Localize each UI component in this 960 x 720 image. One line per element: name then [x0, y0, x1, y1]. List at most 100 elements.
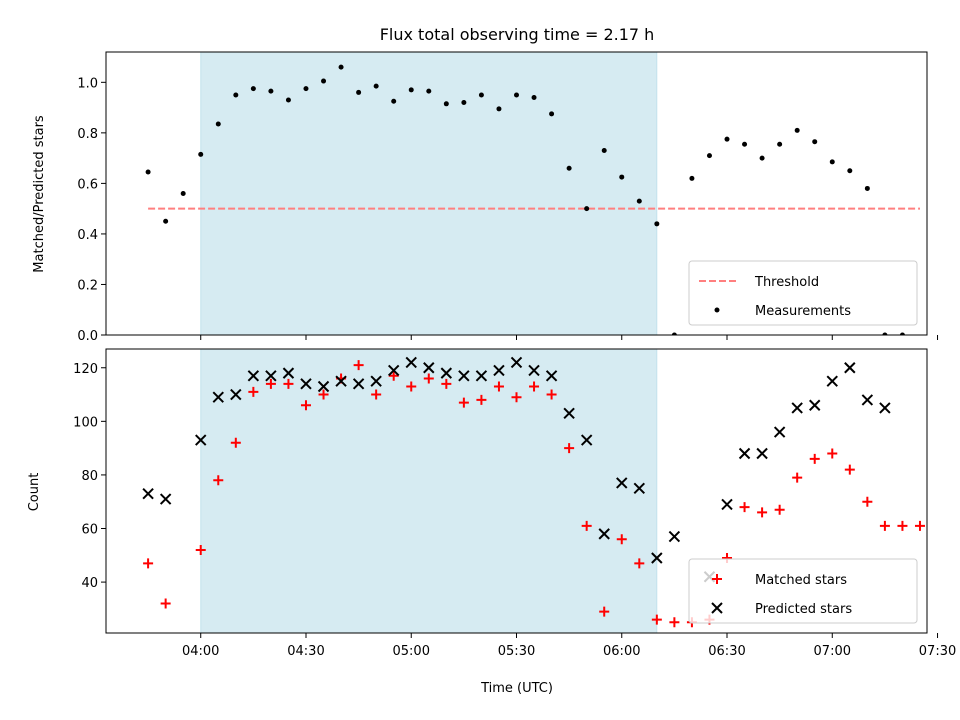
matched-stars-point	[914, 520, 925, 531]
x-tick-label: 04:30	[287, 644, 324, 659]
matched-stars-point	[897, 520, 908, 531]
predicted-stars-point	[773, 426, 786, 438]
measurement-point	[812, 139, 818, 145]
matched-stars-point	[371, 389, 382, 400]
measurement-point	[882, 332, 888, 335]
legend-measurement-swatch	[714, 307, 720, 313]
y-tick-label: 80	[81, 469, 98, 484]
count-panel: 40 60 80 100 120 04:00 04:30 05:00 05:30 06:00 06:…	[73, 348, 956, 659]
predicted-stars-point	[370, 375, 382, 387]
measurement-point	[777, 141, 783, 147]
y-tick-label: 0.4	[77, 228, 98, 243]
matched-stars-point	[862, 496, 873, 507]
y-tick-label: 120	[73, 362, 98, 377]
predicted-stars-point	[721, 498, 733, 511]
predicted-stars-point	[230, 388, 242, 401]
predicted-stars-point	[616, 477, 628, 489]
measurement-point	[215, 121, 221, 127]
measurement-point	[391, 98, 397, 104]
matched-stars-point	[388, 370, 399, 381]
y-tick-label: 100	[73, 415, 98, 430]
matched-stars-point	[353, 360, 364, 371]
measurement-point	[426, 88, 432, 94]
matched-stars-point	[248, 386, 259, 397]
predicted-stars-point	[738, 447, 751, 460]
y-tick-label: 0.6	[77, 177, 98, 192]
predicted-stars-point	[440, 367, 453, 379]
bottom-y-axis-label: Count	[27, 473, 42, 512]
predicted-stars-point	[580, 434, 593, 446]
y-tick-label: 0.8	[77, 127, 98, 142]
x-tick-label: 05:30	[498, 644, 535, 659]
predicted-stars-point	[265, 370, 277, 382]
measurement-point	[601, 148, 607, 154]
legend-box	[688, 260, 918, 326]
measurement-point	[408, 87, 414, 93]
legend-predicted-swatch	[711, 602, 723, 614]
matched-stars-point	[511, 392, 522, 403]
predicted-stars-point	[159, 493, 172, 505]
measurement-point	[899, 332, 905, 335]
matched-stars-point	[546, 389, 557, 400]
measurement-point	[759, 155, 765, 161]
matched-stars-point	[529, 381, 540, 392]
y-tick-label: 40	[81, 576, 98, 591]
x-tick-label: 04:00	[182, 644, 219, 659]
measurement-point	[180, 191, 186, 196]
measurement-point	[794, 127, 800, 133]
predicted-stars-point	[212, 391, 224, 403]
measurement-point	[233, 92, 239, 98]
predicted-stars-point	[545, 370, 558, 382]
measurement-point	[145, 169, 151, 175]
predicted-stars-point	[300, 378, 312, 390]
plot-area	[145, 52, 920, 335]
measurement-point	[338, 64, 344, 70]
x-tick-label: 06:00	[603, 644, 640, 659]
observing-window-span	[200, 52, 658, 335]
y-tick-label: 1.0	[77, 76, 98, 91]
measurement-point	[478, 92, 484, 98]
measurement-point	[531, 94, 537, 100]
measurement-point	[689, 175, 695, 181]
predicted-stars-point	[282, 367, 295, 379]
matched-stars-point	[441, 378, 452, 389]
matched-stars-point	[844, 464, 855, 475]
predicted-stars-point	[528, 364, 540, 377]
measurement-point	[198, 151, 204, 157]
x-tick-label: 06:30	[708, 644, 745, 659]
x-tick-label: 07:30	[919, 644, 956, 659]
ratio-panel: 0.0 0.2 0.4 0.6 0.8 1.0 Threshold Measurements	[77, 51, 939, 344]
measurement-point	[514, 92, 519, 98]
matched-stars-point	[581, 520, 592, 531]
x-axis-label: Time (UTC)	[480, 681, 553, 696]
predicted-stars-point	[879, 402, 891, 414]
measurement-point	[619, 174, 625, 180]
predicted-stars-point	[247, 370, 260, 382]
matched-stars-point	[476, 394, 487, 405]
measurement-point	[864, 185, 870, 191]
matched-stars-point	[406, 381, 417, 392]
matched-stars-point	[458, 397, 469, 408]
matched-stars-point	[599, 606, 610, 617]
y-tick-label: 60	[81, 523, 98, 538]
predicted-stars-point	[352, 378, 365, 390]
predicted-stars-point	[598, 528, 610, 540]
measurement-point	[636, 198, 642, 204]
measurement-point	[268, 88, 274, 94]
matched-stars-point	[493, 381, 504, 392]
matched-stars-point	[318, 389, 329, 400]
measurement-point	[303, 86, 309, 92]
chart-title: Flux total observing time = 2.17 h	[380, 25, 655, 44]
predicted-stars-point	[142, 487, 154, 500]
matched-stars-point	[195, 544, 206, 555]
predicted-stars-point	[405, 356, 417, 369]
legend-label: Measurements	[755, 304, 851, 319]
measurement-point	[285, 97, 291, 103]
predicted-stars-point	[317, 380, 330, 393]
measurement-point	[373, 83, 379, 89]
measurement-point	[566, 165, 572, 171]
predicted-stars-point	[809, 399, 821, 411]
matched-stars-point	[230, 437, 241, 448]
matched-stars-point	[564, 443, 575, 454]
predicted-stars-point	[861, 394, 874, 406]
